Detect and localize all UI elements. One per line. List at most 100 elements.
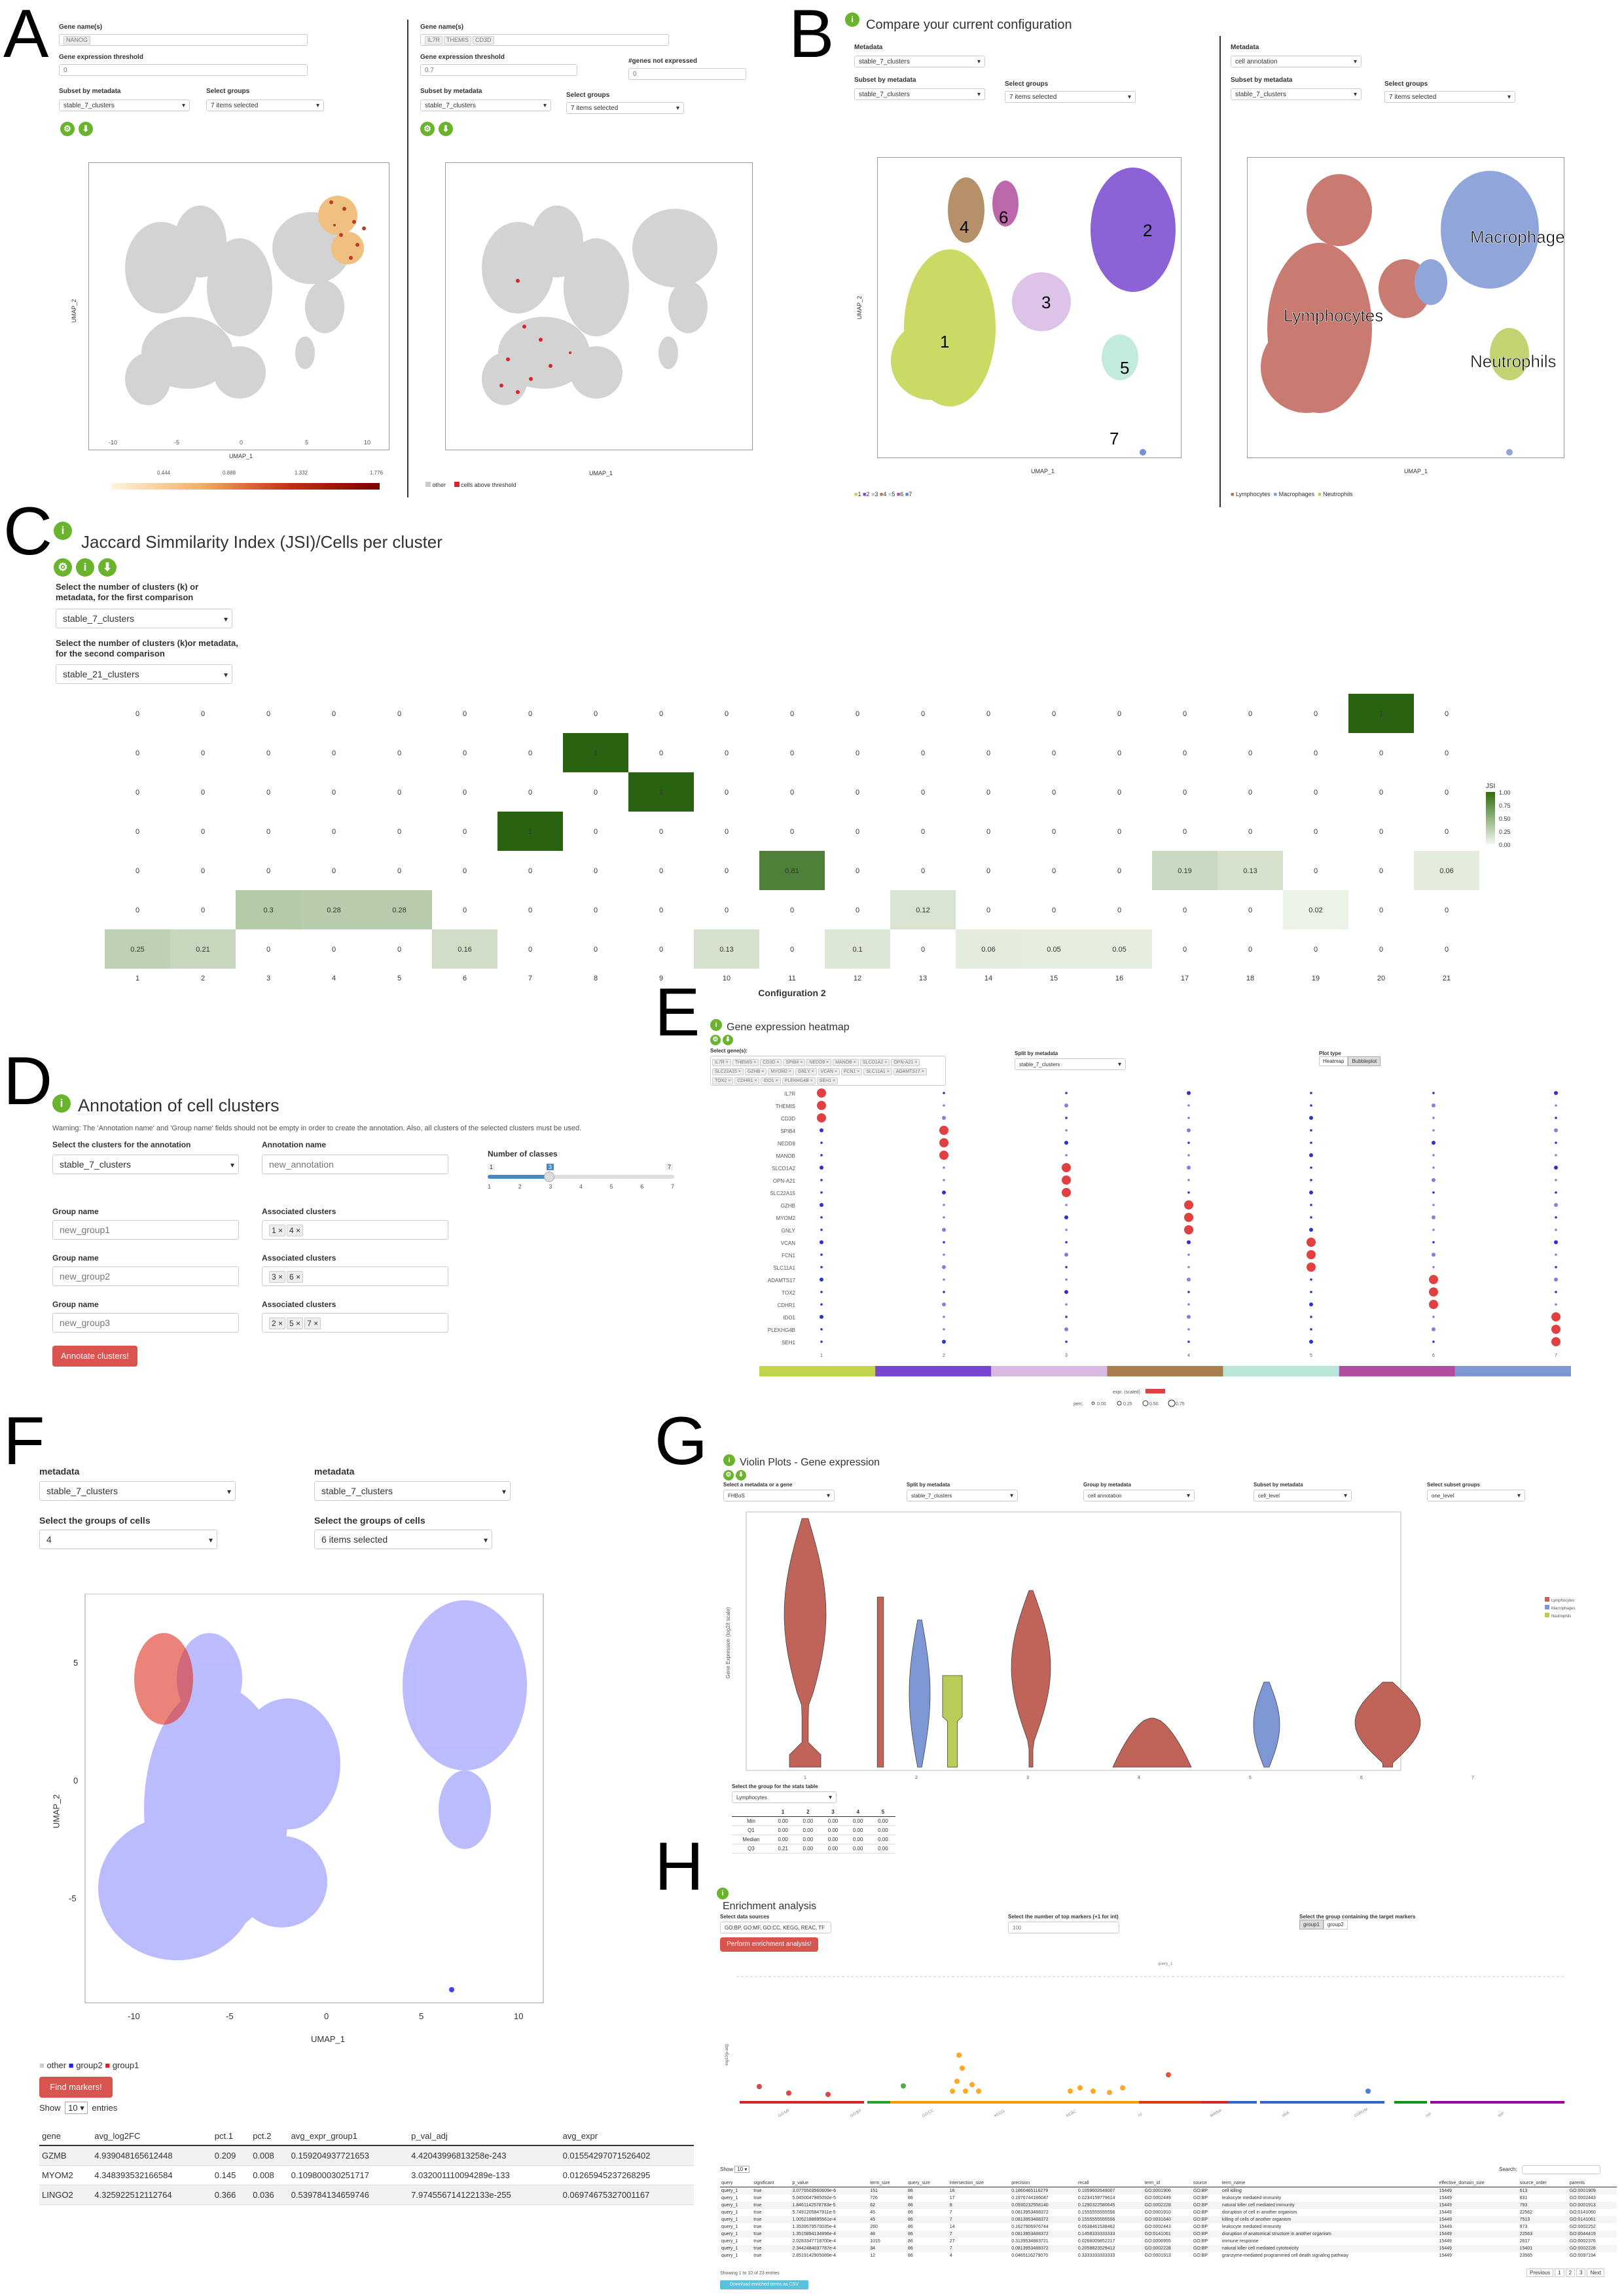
- cluster-tag[interactable]: 4 ×: [287, 1225, 304, 1236]
- gene-tag[interactable]: THEMIS: [444, 36, 472, 45]
- show-select[interactable]: 10 ▾: [734, 2166, 750, 2173]
- group2-button[interactable]: group2: [1323, 1920, 1348, 1929]
- cluster-tag[interactable]: 2 ×: [269, 1318, 286, 1329]
- table-header[interactable]: query: [720, 2179, 753, 2187]
- table-header[interactable]: p_val_adj: [408, 2127, 560, 2146]
- table-header[interactable]: term_name: [1220, 2179, 1438, 2187]
- table-row[interactable]: query_1 true 1.3515894134996e-4 48 86 7 0.0813…: [720, 2231, 1617, 2238]
- download-csv-button[interactable]: Download enriched terms as CSV: [720, 2280, 808, 2289]
- gene-tag[interactable]: NEDD9 ×: [806, 1059, 832, 1066]
- metadata-select-right[interactable]: stable_7_clusters ▾: [314, 1481, 511, 1501]
- gene-tag[interactable]: NANOG: [63, 36, 91, 45]
- gene-tag[interactable]: CDHR1 ×: [734, 1077, 760, 1085]
- subset-by-select[interactable]: cell_level ▾: [1254, 1490, 1352, 1501]
- table-header[interactable]: precision: [1010, 2179, 1077, 2187]
- info-icon[interactable]: i: [717, 1888, 729, 1899]
- download-icon[interactable]: ⬇: [79, 122, 93, 136]
- settings-gear-icon[interactable]: ⚙: [723, 1470, 734, 1480]
- table-header[interactable]: significant: [752, 2179, 791, 2187]
- gene-names-input[interactable]: NANOG: [59, 34, 308, 46]
- info-icon[interactable]: i: [845, 12, 859, 27]
- table-row[interactable]: query_1 true 5.7491205847911e-5 45 86 7 0.0813…: [720, 2209, 1617, 2216]
- table-header[interactable]: avg_log2FC: [92, 2127, 212, 2146]
- table-header[interactable]: query_size: [907, 2179, 948, 2187]
- subset-select-right[interactable]: stable_7_clusters ▾: [420, 99, 551, 111]
- sources-select[interactable]: GO:BP, GO:MF, GO:CC, KEGG, REAC, TF: [720, 1922, 831, 1933]
- search-input[interactable]: [1522, 2165, 1600, 2174]
- download-icon[interactable]: ⬇: [439, 122, 453, 136]
- gene-tag[interactable]: IL7R ×: [712, 1059, 731, 1066]
- cluster-tag[interactable]: 6 ×: [287, 1271, 304, 1283]
- group-name-input[interactable]: new_group3: [52, 1313, 239, 1333]
- table-row[interactable]: GZMB 4.939048165612448 0.209 0.008 0.1592049…: [39, 2145, 694, 2166]
- settings-gear-icon[interactable]: ⚙: [420, 122, 435, 136]
- plot-type-toggle[interactable]: Heatmap Bubbleplot: [1319, 1056, 1381, 1066]
- expr-threshold-input[interactable]: 0: [59, 64, 308, 76]
- table-header[interactable]: pct.2: [250, 2127, 289, 2146]
- table-header[interactable]: term_id: [1143, 2179, 1192, 2187]
- groups-select-right[interactable]: 6 items selected ▾: [314, 1530, 492, 1549]
- page-button[interactable]: Previous: [1526, 2269, 1554, 2277]
- settings-gear-icon[interactable]: ⚙: [60, 122, 75, 136]
- table-row[interactable]: LINGO2 4.325922512112764 0.366 0.036 0.53978…: [39, 2185, 694, 2205]
- gene-names-input-right[interactable]: IL7R THEMIS CD3D: [420, 34, 669, 46]
- select-groups-select-right[interactable]: 7 items selected ▾: [1384, 91, 1515, 103]
- annotation-name-input[interactable]: new_annotation: [262, 1155, 448, 1174]
- second-comparison-select[interactable]: stable_21_clusters ▾: [56, 664, 232, 684]
- cluster-tag[interactable]: 3 ×: [269, 1271, 286, 1283]
- groups-select[interactable]: 4 ▾: [39, 1530, 217, 1549]
- settings-gear-icon[interactable]: ⚙: [54, 558, 72, 577]
- group1-button[interactable]: group1: [1299, 1920, 1324, 1929]
- slider-handle[interactable]: [544, 1172, 554, 1182]
- gene-tag[interactable]: VCAN ×: [818, 1068, 840, 1075]
- gene-tag[interactable]: TOX2 ×: [712, 1077, 734, 1085]
- select-groups-select[interactable]: 7 items selected ▾: [1005, 91, 1136, 103]
- gene-tag[interactable]: SLC22A15 ×: [712, 1068, 744, 1075]
- select-clusters-select[interactable]: stable_7_clusters ▾: [52, 1155, 239, 1174]
- table-row[interactable]: query_1 true 1.8461142578783e-5 62 86 8 0.0930…: [720, 2202, 1617, 2209]
- info-icon[interactable]: i: [76, 558, 94, 577]
- associated-input[interactable]: 3 × 6 ×: [262, 1266, 448, 1286]
- annotate-clusters-button[interactable]: Annotate clusters!: [52, 1346, 137, 1367]
- gene-tag[interactable]: SEH1 ×: [816, 1077, 839, 1085]
- group-name-input[interactable]: new_group1: [52, 1220, 239, 1240]
- table-header[interactable]: p_value: [791, 2179, 869, 2187]
- first-comparison-select[interactable]: stable_7_clusters ▾: [56, 609, 232, 628]
- download-icon[interactable]: ⬇: [98, 558, 117, 577]
- table-header[interactable]: avg_expr_group1: [288, 2127, 409, 2146]
- info-icon[interactable]: i: [723, 1454, 735, 1466]
- plot-type-bubbleplot[interactable]: Bubbleplot: [1348, 1056, 1381, 1066]
- find-markers-button[interactable]: Find markers!: [39, 2077, 113, 2098]
- gene-tag[interactable]: MANOB ×: [833, 1059, 859, 1066]
- select-groups-select[interactable]: 7 items selected ▾: [206, 99, 324, 111]
- target-group-toggle[interactable]: group1 group2: [1299, 1920, 1348, 1929]
- gene-tag[interactable]: GNLY ×: [795, 1068, 817, 1075]
- cluster-tag[interactable]: 5 ×: [287, 1318, 304, 1329]
- table-row[interactable]: query_1 true 2.8519142905089e-4 12 86 4 0.0465…: [720, 2252, 1617, 2259]
- num-classes-slider[interactable]: 1 3 7 1 2 3 4 5 6 7: [488, 1164, 674, 1196]
- plot-type-heatmap[interactable]: Heatmap: [1319, 1056, 1348, 1066]
- table-header[interactable]: term_size: [869, 2179, 907, 2187]
- table-row[interactable]: query_1 true 2.3442484037787e-4 34 86 7 0.0813…: [720, 2245, 1617, 2252]
- table-row[interactable]: query_1 true 5.0450047985092e-5 726 86 17 0.19…: [720, 2195, 1617, 2202]
- table-header[interactable]: pct.1: [211, 2127, 251, 2146]
- split-by-select[interactable]: stable_7_clusters ▾: [1015, 1058, 1126, 1070]
- subset-select[interactable]: stable_7_clusters ▾: [854, 88, 985, 100]
- genes-not-expressed-input[interactable]: 0: [628, 68, 746, 80]
- gene-tag[interactable]: SPIB4 ×: [783, 1059, 806, 1066]
- gene-tag[interactable]: ADAMTS17 ×: [893, 1068, 927, 1075]
- split-by-select[interactable]: stable_7_clusters ▾: [907, 1490, 1018, 1501]
- gene-tag[interactable]: GZHB ×: [744, 1068, 767, 1075]
- metadata-select[interactable]: stable_7_clusters ▾: [854, 56, 985, 67]
- page-button[interactable]: 1: [1555, 2269, 1564, 2277]
- table-header[interactable]: intersection_size: [948, 2179, 1011, 2187]
- cluster-tag[interactable]: 7 ×: [304, 1318, 321, 1329]
- group-by-select[interactable]: cell annotation ▾: [1083, 1490, 1195, 1501]
- table-header[interactable]: effective_domain_size: [1437, 2179, 1519, 2187]
- gene-tag[interactable]: SLC11A1 ×: [863, 1068, 892, 1075]
- settings-gear-icon[interactable]: ⚙: [710, 1035, 721, 1045]
- subset-select[interactable]: stable_7_clusters ▾: [59, 99, 190, 111]
- table-row[interactable]: query_1 true 3.0775503560609e-6 151 86 16 0.18…: [720, 2187, 1617, 2195]
- info-icon[interactable]: i: [710, 1019, 722, 1031]
- metadata-select-right[interactable]: cell annotation ▾: [1231, 56, 1362, 67]
